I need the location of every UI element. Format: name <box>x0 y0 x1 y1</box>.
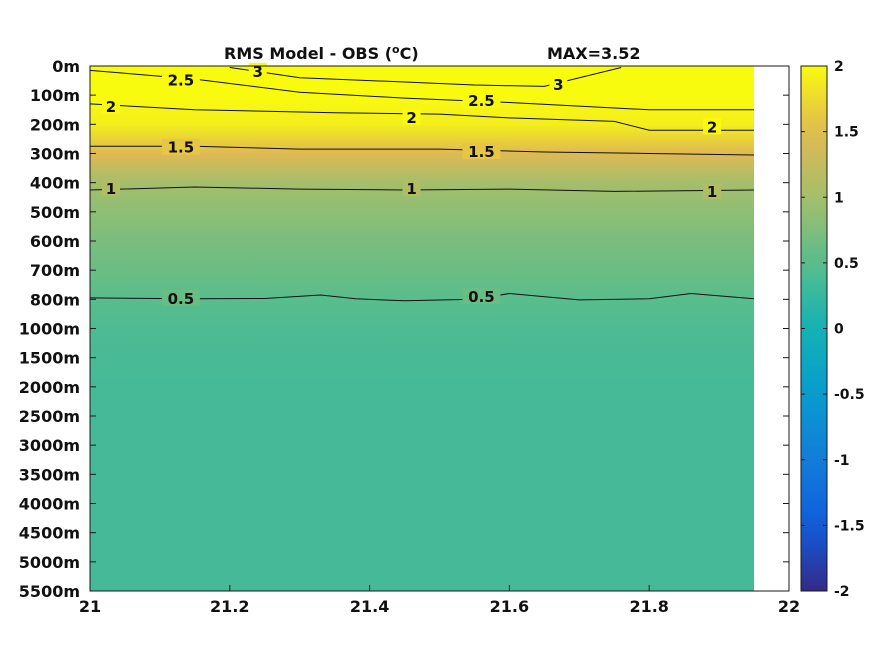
chart-title-sup: o <box>392 43 400 56</box>
contour-label: 1 <box>106 180 116 198</box>
y-tick-label: 400m <box>30 174 80 193</box>
contour-label: 0.5 <box>468 288 495 306</box>
contour-label-bg <box>161 71 200 88</box>
y-tick-label: 600m <box>30 232 80 251</box>
contour-label-bg <box>703 183 722 199</box>
y-tick-label: 700m <box>30 261 80 280</box>
y-tick-label: 200m <box>30 115 80 134</box>
contour-label: 2.5 <box>168 72 195 90</box>
contour-label-bg <box>161 138 200 155</box>
contour-label-bg <box>161 289 200 306</box>
y-tick-label: 2500m <box>19 407 80 426</box>
colorbar-tick-label: 0.5 <box>834 256 859 272</box>
colorbar-tick-label: -2 <box>834 584 850 600</box>
contour-label: 2 <box>106 98 116 116</box>
contour-label: 2 <box>707 118 717 136</box>
max-label: MAX=3.52 <box>547 44 641 63</box>
chart-title-main: RMS Model - OBS ( <box>224 44 392 63</box>
contour-label: 2 <box>406 109 416 127</box>
x-tick-label: 21.8 <box>629 597 668 616</box>
y-tick-label: 100m <box>30 86 80 105</box>
contour-label-bg <box>462 143 501 160</box>
contour-label: 1 <box>406 180 416 198</box>
x-tick-label: 21 <box>79 597 101 616</box>
y-tick-label: 4000m <box>19 495 80 514</box>
contour-0.5 <box>89 292 755 302</box>
contour-label: 1 <box>707 183 717 201</box>
y-tick-label: 0m <box>52 57 80 76</box>
contour-label-bg <box>549 75 568 92</box>
contour-2 <box>89 103 754 131</box>
colorbar-tick-label: -0.5 <box>834 387 865 403</box>
x-tick-label: 21.6 <box>490 597 529 616</box>
contour-label-bg <box>703 118 722 135</box>
y-tick-label: 300m <box>30 145 80 164</box>
contour-label: 3 <box>253 63 263 81</box>
contour-label-bg <box>402 108 421 125</box>
x-tick-label: 21.2 <box>210 597 249 616</box>
y-tick-label: 1500m <box>19 349 80 368</box>
colorbar-tick-label: 0 <box>834 322 844 338</box>
y-tick-label: 3500m <box>19 465 80 484</box>
contour-label: 1.5 <box>168 139 195 157</box>
contour-label-bg <box>462 92 501 108</box>
y-axis: 0m 100m 200m 300m 400m 500m 600m 700m 800m 1000m 1… <box>19 57 789 601</box>
colorbar-tick-label: 2 <box>834 59 844 75</box>
colorbar-axis: 2 1.5 1 0.5 0 -0.5 -1 -1.5 -2 <box>801 59 865 600</box>
y-tick-label: 800m <box>30 290 80 309</box>
contour-label-bg <box>101 180 120 197</box>
contour-label-bg <box>462 288 501 304</box>
y-tick-label: 3000m <box>19 436 80 455</box>
y-tick-label: 2000m <box>19 378 80 397</box>
colorbar-tick-label: 1 <box>834 190 844 206</box>
y-tick-label: 4500m <box>19 524 80 543</box>
contour-lines: 0.5 0.5 1 1 1 1.5 1.5 2 2 2 2.5 2.5 3 3 <box>89 62 755 308</box>
y-tick-label: 1000m <box>19 320 80 339</box>
contour-label-bg <box>402 180 421 197</box>
contour-label: 2.5 <box>468 92 495 110</box>
chart-title-tail: C) <box>400 44 419 63</box>
chart-title: RMS Model - OBS (oC) <box>224 43 419 63</box>
x-tick-label: 22 <box>778 597 800 616</box>
contour-label: 1.5 <box>468 143 495 161</box>
y-tick-label: 500m <box>30 203 80 222</box>
contour-label: 0.5 <box>168 290 195 308</box>
x-tick-label: 21.4 <box>350 597 389 616</box>
contour-label-bg <box>248 62 267 79</box>
y-tick-label: 5500m <box>19 582 80 601</box>
colorbar-tick-label: -1.5 <box>834 518 865 534</box>
contour-label-bg <box>101 97 120 114</box>
contour-label: 3 <box>553 76 563 94</box>
x-axis: 21 21.2 21.4 21.6 21.8 22 <box>79 585 800 616</box>
y-tick-label: 5000m <box>19 553 80 572</box>
colorbar-tick-label: -1 <box>834 453 850 469</box>
colorbar-tick-label: 1.5 <box>834 125 859 141</box>
